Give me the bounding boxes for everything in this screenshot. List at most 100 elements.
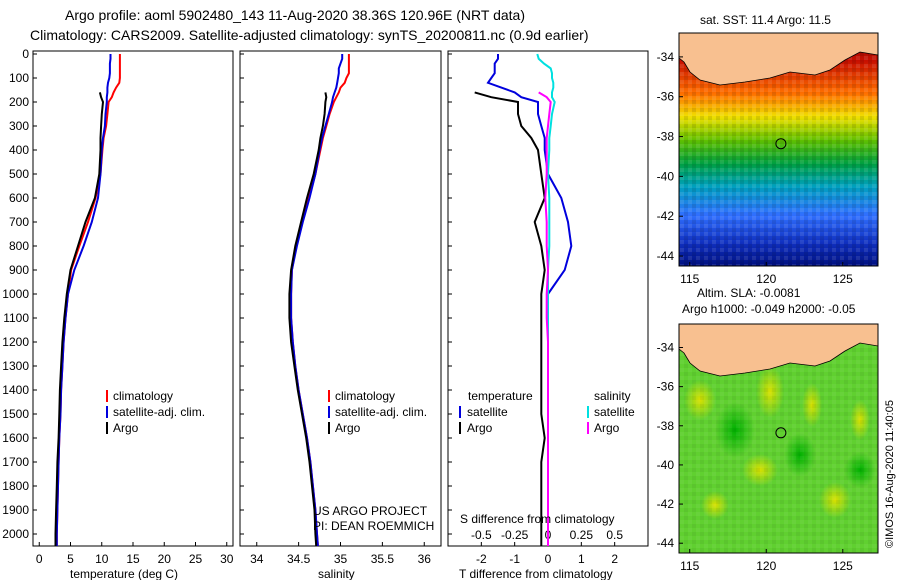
map-lat-tick-label: -34 (657, 340, 675, 354)
depth-tick-label: 700 (9, 215, 29, 229)
sst-map-title: sat. SST: 11.4 Argo: 11.5 (700, 13, 831, 27)
legend-label-argo: Argo (113, 421, 139, 435)
depth-tick-label: 900 (9, 263, 29, 277)
map-lat-tick-label: -44 (657, 249, 675, 263)
x-tick-label: 0 (36, 552, 43, 566)
map-lat-tick-label: -42 (657, 209, 675, 223)
sla-map-float-marker (775, 427, 787, 439)
depth-tick-label: 500 (9, 167, 29, 181)
map-lat-tick-label: -44 (657, 536, 675, 550)
map-lat-tick-label: -38 (657, 419, 675, 433)
legend-label-satellite: satellite-adj. clim. (335, 405, 427, 419)
x-tick-label: 30 (220, 552, 234, 566)
legend-label-satellite: satellite-adj. clim. (113, 405, 205, 419)
series-line-s-argo (538, 91, 552, 546)
series-line-satellite-adj-clim- (290, 54, 344, 547)
legend-label-argo: Argo (335, 421, 361, 435)
sst-map-frame (678, 32, 879, 267)
x-tick-label: 35.5 (371, 552, 395, 566)
difference-legend: temperature salinity satellite Argo sate… (459, 389, 635, 526)
map-lat-tick-label: -34 (657, 50, 675, 64)
x-tick-label: 25 (189, 552, 203, 566)
x-tick-label: 2 (611, 552, 618, 566)
legend-label-t-argo: Argo (467, 421, 493, 435)
depth-tick-label: 2000 (2, 527, 29, 541)
sla-map-frame (678, 323, 879, 554)
depth-tick-label: 800 (9, 239, 29, 253)
map-lat-tick-label: -40 (657, 169, 675, 183)
map-lon-tick-label: 120 (756, 559, 776, 573)
sst-map (679, 33, 878, 266)
map-lon-tick-label: 125 (833, 559, 853, 573)
temperature-panel-frame (32, 50, 234, 547)
sla-map-land (679, 324, 878, 377)
s-tick-label: -0.5 (471, 528, 492, 542)
depth-tick-label: 100 (9, 71, 29, 85)
map-lon-tick-label: 115 (680, 559, 699, 573)
s-tick-label: -0.25 (501, 528, 529, 542)
legend-title-salinity: salinity (594, 389, 631, 403)
depth-tick-label: 1400 (2, 383, 29, 397)
depth-tick-label: 400 (9, 143, 29, 157)
temperature-axis-label: temperature (deg C) (70, 567, 178, 580)
legend-label-s-satellite: satellite (594, 405, 635, 419)
depth-tick-label: 1200 (2, 335, 29, 349)
s-tick-label: 0.5 (606, 528, 623, 542)
t-difference-axis-label: T difference from climatology (459, 567, 613, 580)
x-tick-label: -1 (509, 552, 520, 566)
depth-tick-label: 1100 (3, 311, 29, 325)
x-tick-label: 36 (418, 552, 432, 566)
map-lat-tick-label: -42 (657, 497, 675, 511)
s-tick-label: 0.25 (570, 528, 594, 542)
map-lat-tick-label: -36 (657, 90, 675, 104)
depth-tick-label: 300 (9, 119, 29, 133)
series-line-climatology (290, 54, 350, 547)
title-line-2: Climatology: CARS2009. Satellite-adjuste… (30, 27, 588, 43)
depth-tick-label: 1900 (2, 503, 29, 517)
map-lat-tick-label: -38 (657, 130, 675, 144)
depth-tick-label: 1000 (2, 287, 29, 301)
depth-tick-label: 0 (22, 47, 29, 61)
depth-tick-label: 200 (9, 95, 29, 109)
x-tick-label: 34 (250, 552, 264, 566)
salinity-legend: climatology satellite-adj. clim. Argo US… (313, 389, 434, 533)
legend-title-temperature: temperature (468, 389, 533, 403)
temperature-legend: climatology satellite-adj. clim. Argo (106, 389, 205, 435)
x-tick-label: -2 (476, 552, 487, 566)
series-line-t-argo (474, 91, 546, 546)
legend-label-t-satellite: satellite (467, 405, 508, 419)
series-line-t-satellite (486, 54, 573, 546)
x-tick-label: 34.5 (287, 552, 311, 566)
salinity-axis-label: salinity (318, 567, 355, 580)
sst-map-land (679, 33, 878, 86)
depth-tick-label: 1700 (2, 455, 29, 469)
project-annotation: US ARGO PROJECT (313, 504, 428, 518)
salinity-panel-frame (239, 50, 442, 547)
x-tick-label: 15 (126, 552, 140, 566)
map-lon-tick-label: 125 (833, 272, 853, 286)
depth-tick-label: 1300 (2, 359, 29, 373)
series-line-argo (54, 92, 105, 546)
sla-map-axes: 115 120 125 -34 -36 -38 -40 -42 -44 (657, 340, 853, 573)
depth-axis: 0 100 200 300 400 500 600 700 800 900 1000 1100 1200… (2, 47, 452, 541)
depth-tick-label: 1500 (2, 407, 29, 421)
difference-profile-plot: -2 -1 0 1 2-0.5 -0.25 0 0.25 0.5 (471, 53, 623, 566)
sla-map (679, 324, 878, 553)
series-line-satellite-adj-clim- (55, 54, 112, 546)
x-tick-label: 5 (67, 552, 74, 566)
s-difference-axis-label: S difference from climatology (460, 512, 615, 526)
map-lat-tick-label: -40 (657, 458, 675, 472)
legend-label-s-argo: Argo (594, 421, 620, 435)
x-tick-label: 0 (545, 552, 552, 566)
depth-tick-label: 600 (9, 191, 29, 205)
depth-tick-label: 1800 (2, 479, 29, 493)
map-lon-tick-label: 120 (756, 272, 776, 286)
sst-map-axes: 115 120 125 -34 -36 -38 -40 -42 -44 (657, 50, 853, 286)
map-lat-tick-label: -36 (657, 380, 675, 394)
x-tick-label: 20 (158, 552, 172, 566)
sla-map-title: Altim. SLA: -0.0081 (697, 286, 801, 300)
pi-annotation: PI: DEAN ROEMMICH (313, 519, 434, 533)
salinity-profile-plot: 34 34.5 35 35.5 36 (250, 54, 431, 566)
sla-map-subtitle: Argo h1000: -0.049 h2000: -0.05 (682, 302, 856, 316)
